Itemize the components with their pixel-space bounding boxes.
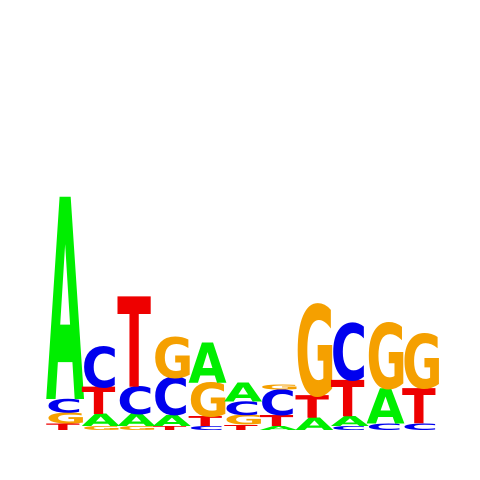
logo-column-11: CTG [402,320,443,435]
logo-letter-G: G [295,281,336,425]
logo-letter-G: G [366,305,407,409]
logo-letter-C: C [331,310,367,399]
logo-column-10: CAG [366,305,407,435]
logo-column-8: ATG [295,281,336,434]
logo-letter-T: T [117,273,151,417]
logo-letter-A: A [224,378,263,408]
logo-letter-A: A [188,332,227,396]
logo-letter-G: G [402,320,443,406]
logo-letter-C: C [82,336,118,400]
logo-letter-G: G [153,327,194,391]
logo-letter-G: G [260,383,301,392]
logo-letter-A: A [46,141,84,464]
